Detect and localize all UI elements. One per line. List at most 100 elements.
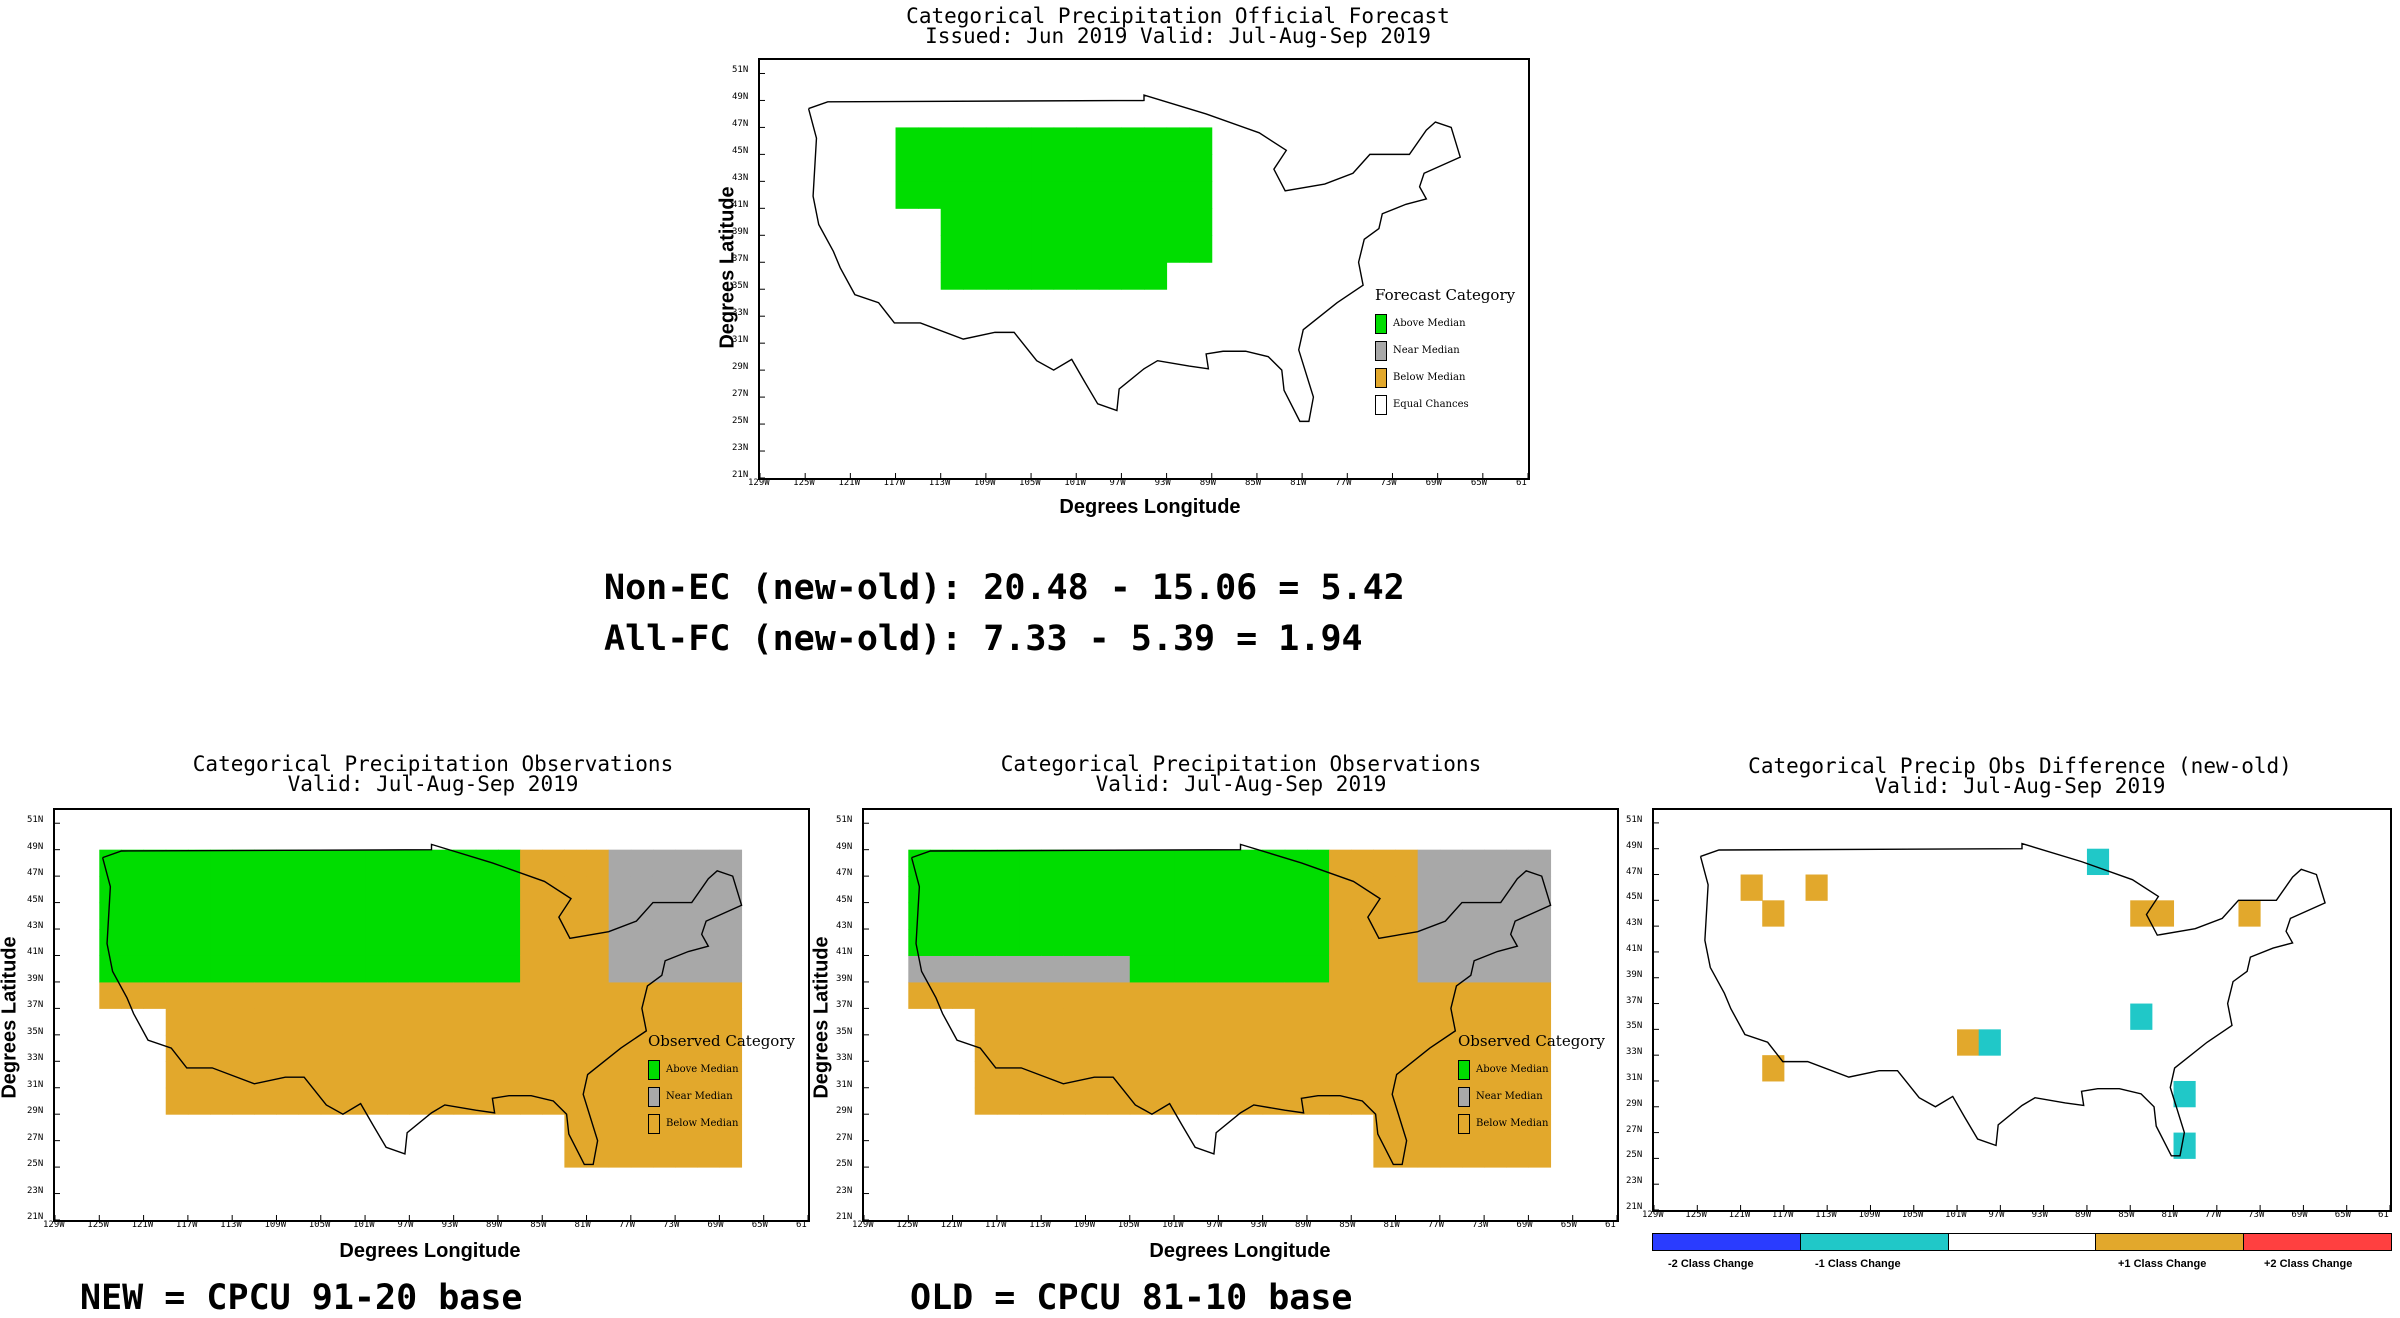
lat-tick-label: 41N [1626,943,1643,954]
grid-cell [254,929,277,956]
grid-cell [1506,1034,1529,1062]
grid-cell [1417,955,1441,983]
lat-tick-label: 47N [836,868,853,879]
lat-tick-label: 27N [836,1132,853,1143]
grid-cell [608,1008,632,1036]
grid-cell [542,876,565,904]
grid-cell [908,849,931,877]
grid-cell [974,981,998,1009]
grid-cell [652,1008,676,1036]
forecast-map [758,58,1530,480]
grid-cell [1284,1061,1308,1089]
grid-cell [1196,1061,1219,1089]
grid-cell [908,981,931,1009]
grid-cell [1063,1008,1086,1036]
obs-new-caption: NEW = CPCU 91-20 base [80,1278,523,1318]
grid-cell [697,1140,720,1168]
grid-cell [974,1087,998,1115]
lat-tick-label: 49N [27,841,44,852]
grid-cell [1129,1061,1153,1089]
us-coastline [910,843,1552,1166]
obs-old-legend: Observed Category Above Median Near Media… [1458,1032,1605,1137]
grid-cell [1417,1087,1441,1115]
obs-old-legend-label: Above Median [1476,1064,1549,1075]
grid-cell [1174,1034,1197,1062]
grid-cell [1329,981,1352,1009]
grid-cell [2173,1132,2196,1159]
obs-new-title-line2: Valid: Jul-Aug-Sep 2019 [287,772,579,796]
grid-cell [497,1061,521,1089]
lat-tick-label: 29N [27,1106,44,1117]
grid-cell [1218,902,1241,930]
grid-cell [940,235,964,263]
grid-cell [1284,955,1308,983]
grid-cell [187,1008,211,1036]
grid-cell [697,849,720,877]
grid-cell [675,1008,698,1036]
grid-cell [1351,902,1374,930]
grid-cell [365,1034,388,1062]
grid-cell [1063,902,1086,930]
grid-cell [1196,849,1219,877]
lon-tick-label: 113W [928,478,951,488]
lon-tick-label: 117W [984,1220,1007,1230]
lat-tick-label: 37N [1626,995,1643,1006]
lon-tick-label: 69W [1425,478,1442,488]
colorbar-minus2 [1653,1234,1801,1250]
grid-cell [996,849,1020,877]
grid-cell [985,262,1009,290]
lat-tick-label: 25N [27,1159,44,1170]
grid-cell [1053,235,1077,263]
grid-cell [520,955,543,983]
grid-cell [1019,955,1042,983]
obs-new-legend-label: Below Median [666,1118,739,1129]
lon-tick-label: 89W [1199,478,1217,488]
forecast-legend: Forecast Category Above Median Near Media… [1375,286,1515,418]
lat-tick-label: 25N [732,416,749,427]
grid-cell [940,154,964,182]
grid-cell [143,849,167,877]
lon-tick-label: 125W [87,1220,109,1230]
lon-tick-label: 85W [2118,1210,2135,1220]
grid-cell [475,849,499,877]
grid-cell [1063,876,1086,904]
obs-old-legend-swatch [1458,1086,1470,1107]
obs-old-legend-label: Near Median [1476,1091,1543,1102]
grid-cell [431,1061,455,1089]
grid-cell [1417,1061,1441,1089]
grid-cell [996,1061,1020,1089]
grid-cell [542,1061,565,1089]
grid-cell [1351,1034,1374,1062]
grid-cell [520,849,543,877]
grid-cell [542,1034,565,1062]
grid-cell [320,1034,344,1062]
grid-cell [320,981,344,1009]
lon-tick-label: 101W [1945,1210,1967,1220]
grid-cell [2130,900,2153,927]
colorbar-label-minus2: -2 Class Change [1668,1258,1754,1270]
grid-cell [1439,955,1463,983]
grid-cell [520,981,543,1009]
grid-cell [895,154,919,182]
lon-tick-label: 113W [1029,1220,1051,1230]
obs-new-legend-title: Observed Category [648,1032,795,1050]
grid-cell [2086,848,2110,876]
forecast-legend-item: Equal Chances [1375,391,1515,418]
obs-old-map [862,808,1619,1222]
grid-cell [298,981,322,1009]
grid-cell [254,1034,277,1062]
grid-cell [908,902,931,930]
grid-cell [409,876,432,904]
colorbar-label-minus1: -1 Class Change [1815,1258,1901,1270]
grid-cell [1151,955,1175,983]
grid-cell [630,1034,654,1062]
grid-cell [1085,876,1109,904]
forecast-legend-swatch [1375,313,1387,334]
grid-cell [608,1114,632,1142]
lon-tick-label: 81W [2161,1210,2178,1220]
grid-cell [1351,876,1374,904]
grid-cell [918,154,942,182]
grid-cell [1166,154,1190,182]
grid-cell [1129,1034,1153,1062]
grid-cell [99,849,122,877]
